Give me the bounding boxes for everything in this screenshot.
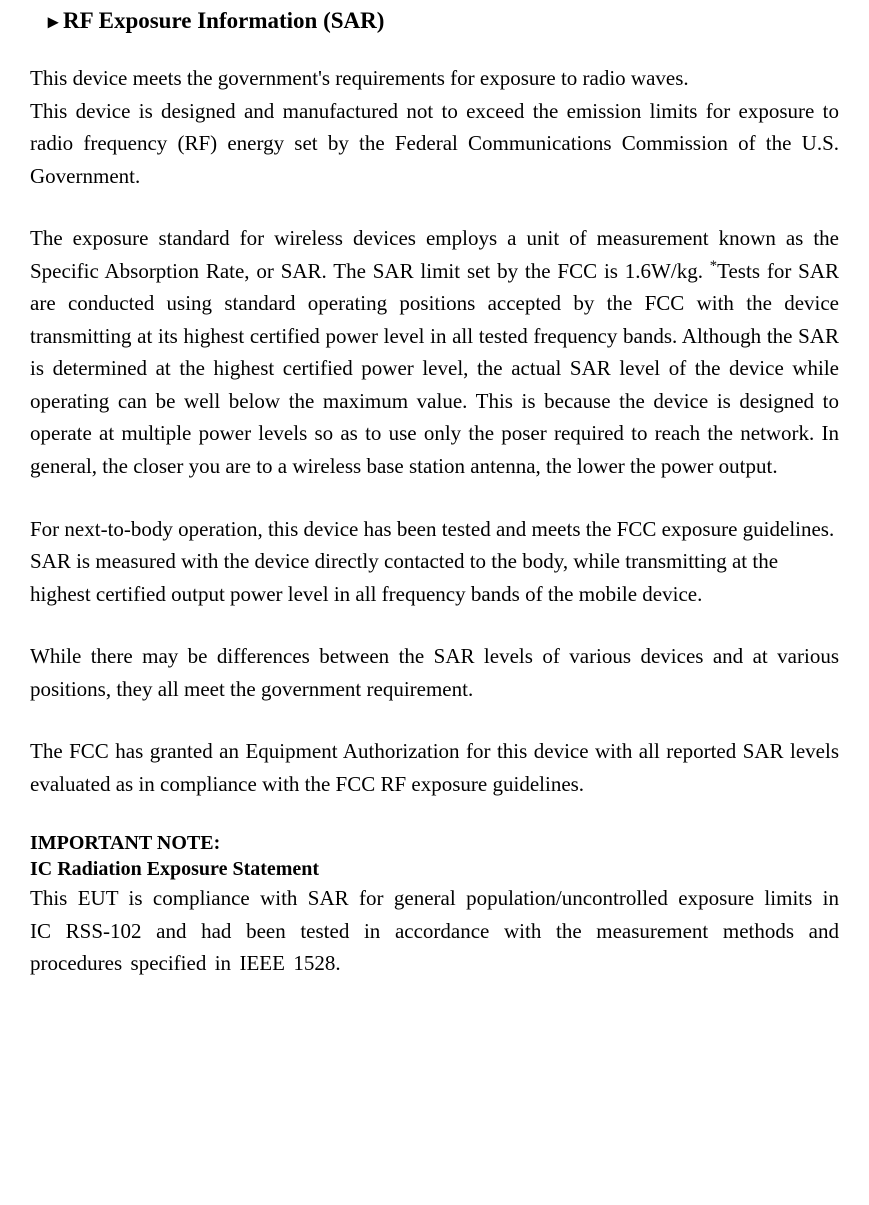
para5-text: The FCC has granted an Equipment Authori…: [30, 739, 839, 796]
paragraph-2: The exposure standard for wireless devic…: [30, 222, 839, 482]
bullet-icon: ▸: [48, 9, 58, 34]
para4-text: While there may be differences between t…: [30, 644, 839, 701]
para1-line1: This device meets the government's requi…: [30, 66, 689, 90]
paragraph-1: This device meets the government's requi…: [30, 62, 839, 192]
para6-text: This EUT is compliance with SAR for gene…: [30, 886, 839, 975]
paragraph-3: For next-to-body operation, this device …: [30, 513, 839, 611]
important-note-heading: IMPORTANT NOTE:: [30, 830, 839, 856]
paragraph-6: This EUT is compliance with SAR for gene…: [30, 882, 839, 980]
section-heading: ▸RF Exposure Information (SAR): [48, 8, 839, 34]
paragraph-5: The FCC has granted an Equipment Authori…: [30, 735, 839, 800]
ic-statement-heading: IC Radiation Exposure Statement: [30, 856, 839, 882]
para1-line2: This device is designed and manufactured…: [30, 99, 839, 188]
heading-text: RF Exposure Information (SAR): [63, 8, 384, 33]
para2b-text: Tests for SAR are conducted using standa…: [30, 259, 839, 478]
para3-text: For next-to-body operation, this device …: [30, 517, 834, 606]
paragraph-4: While there may be differences between t…: [30, 640, 839, 705]
